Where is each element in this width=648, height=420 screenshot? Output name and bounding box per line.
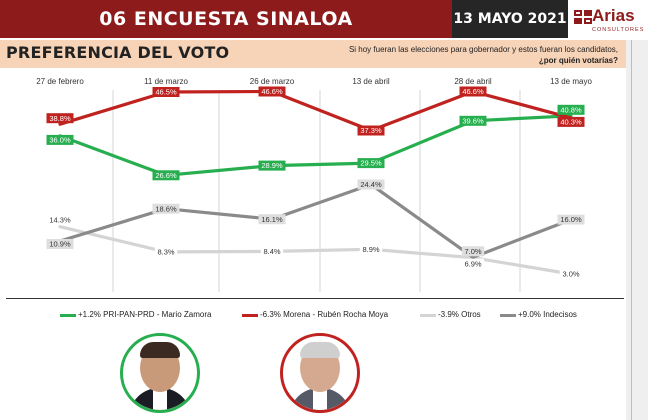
data-label: 26.6% [155,171,177,180]
data-label-box [46,113,74,124]
series-line [58,114,573,177]
arias-logo-mark-icon [574,10,592,24]
data-label-box [46,239,74,249]
data-label: 16.0% [560,215,582,224]
data-label-box [46,214,74,225]
legend-swatch [420,314,436,317]
data-label: 8.9% [362,245,379,254]
data-label: 40.8% [560,105,582,114]
legend-swatch [242,314,258,317]
data-label-box [459,115,487,126]
legend-swatch [60,314,76,317]
data-label: 46.6% [462,87,484,96]
data-label: 8.3% [157,248,174,257]
x-tick-label: 28 de abril [454,77,492,86]
legend-label: -3.9% Otros [438,310,481,319]
series-line [58,182,573,259]
legend-swatch [500,314,516,317]
survey-date: 13 MAYO 2021 [452,0,568,38]
data-label: 8.4% [263,247,280,256]
data-label: 3.0% [562,270,579,279]
data-label-box [152,170,180,181]
data-label: 39.6% [462,116,484,125]
data-label-box [258,160,286,171]
portrait-hair [140,342,180,358]
header: 06 ENCUESTA SINALOA 13 MAYO 2021 Arias C… [0,0,648,40]
candidate-photo-ruben-rocha-moya [280,333,360,413]
data-label-box [260,246,284,257]
data-label-box [461,246,485,257]
data-label-box [557,116,585,127]
chart-legend: +1.2% PRI-PAN-PRD - Mario Zamora -6.3% Mo… [60,308,620,322]
data-label-box [461,258,485,269]
x-tick-label: 11 de marzo [144,77,188,86]
series-line [58,89,573,133]
x-tick-label: 13 de mayo [550,77,592,86]
data-label-box [357,158,385,169]
data-label: 46.5% [155,88,177,97]
survey-question-line1: Si hoy fueran las elecciones para gobern… [348,45,618,54]
data-label: 7.0% [464,247,481,256]
survey-question: Si hoy fueran las elecciones para gobern… [288,44,618,66]
data-label-box [357,179,385,190]
legend-label: +9.0% Indecisos [518,310,577,319]
x-tick-label: 26 de marzo [250,77,295,86]
survey-question-line2: ¿por quién votarías? [538,56,618,65]
data-label: 40.3% [560,118,582,127]
right-side-bar [626,40,648,420]
data-label: 28.9% [261,161,283,170]
logo-wordmark: Arias [592,6,635,25]
chart-bottom-rule [6,298,624,299]
logo-subtitle: CONSULTORES [592,27,645,33]
portrait-shirt [153,388,167,410]
survey-title: 06 ENCUESTA SINALOA [99,8,353,30]
legend-label: -6.3% Morena - Rubén Rocha Moya [260,310,389,319]
data-label: 18.6% [155,204,177,213]
candidate-photo-mario-zamora [120,333,200,413]
subtitle-band [0,40,626,68]
data-label: 29.5% [360,159,382,168]
data-label-box [258,86,286,97]
data-label-box [152,87,180,97]
x-tick-label: 27 de febrero [36,77,84,86]
data-label: 24.4% [360,180,382,189]
series-line [58,225,573,276]
data-label-box [459,86,487,97]
section-heading: PREFERENCIA DEL VOTO [6,43,230,62]
data-label-box [46,134,74,145]
data-label-box [557,214,585,225]
data-label-box [154,246,178,257]
data-label: 10.9% [49,240,71,249]
data-label: 37.3% [360,126,382,135]
data-label: 16.1% [261,215,283,224]
legend-label: +1.2% PRI-PAN-PRD - Mario Zamora [78,310,212,319]
data-label: 46.6% [261,87,283,96]
data-label-box [152,203,180,214]
data-label-box [258,214,286,225]
data-label-box [557,104,585,115]
data-label-box [559,269,583,279]
right-side-line [631,40,632,420]
header-title-bar [0,0,452,38]
data-label: 38.8% [49,114,71,123]
data-label: 6.9% [464,259,481,268]
data-label: 36.0% [49,136,71,145]
x-tick-label: 13 de abril [352,77,390,86]
portrait-shirt [313,388,327,410]
data-label: 14.3% [49,215,71,224]
vote-preference-chart: 27 de febrero 11 de marzo 26 de marzo 13 de… [36,77,592,292]
portrait-hair [300,342,340,358]
arias-logo: Arias CONSULTORES [568,0,648,40]
data-label-box [357,125,385,136]
data-label-box [359,244,383,255]
